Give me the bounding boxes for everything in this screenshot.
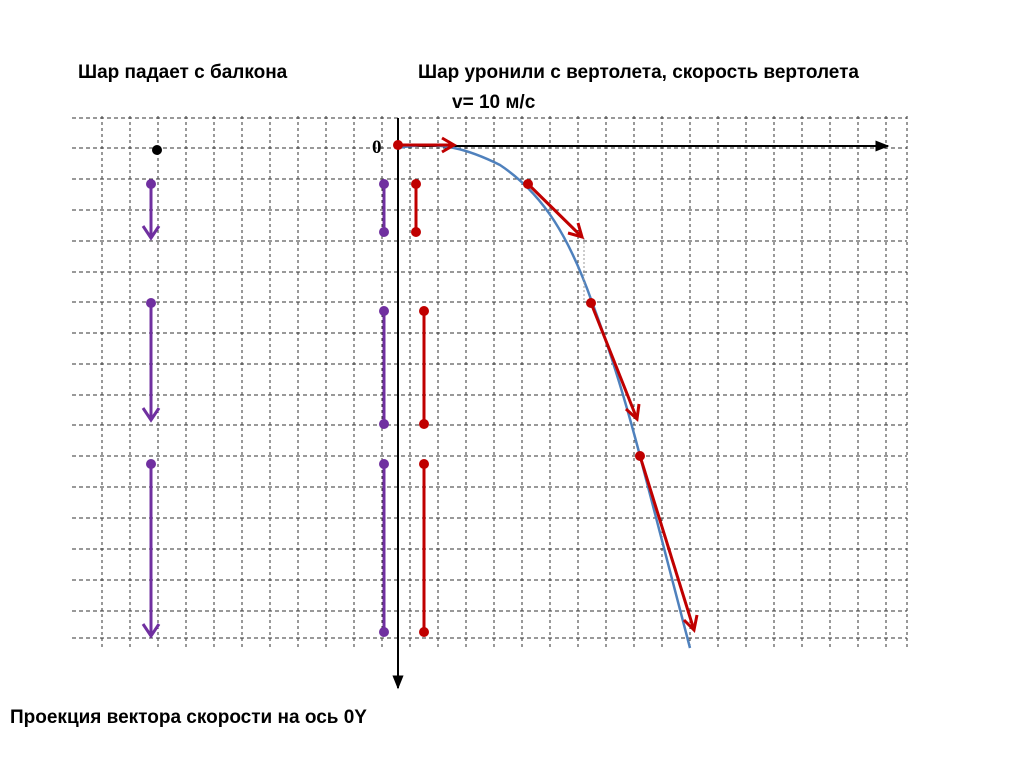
purple-projection-3-bottom xyxy=(379,627,389,637)
red-projection-1-bottom xyxy=(411,227,421,237)
axes: 0 xyxy=(372,118,890,690)
red-projection-2-top xyxy=(419,306,429,316)
projection-caption: Проекция вектора скорости на ось 0Y xyxy=(10,707,367,728)
balcony-vector-3-dot xyxy=(146,459,156,469)
purple-projection-1-bottom xyxy=(379,227,389,237)
balcony-start-dot xyxy=(152,145,162,155)
heli-vector-3-arrowhead xyxy=(682,614,699,634)
heli-vector-3 xyxy=(638,455,696,631)
red-projection-3-top xyxy=(419,459,429,469)
balcony-vector-1-dot xyxy=(146,179,156,189)
heli-vector-2-dot xyxy=(586,298,596,308)
heli-vector-0-arrowhead xyxy=(441,136,457,154)
balcony-vector-2-dot xyxy=(146,298,156,308)
heli-vector-1-dot xyxy=(523,179,533,189)
heli-vector-2 xyxy=(589,302,639,420)
red-projection-1-top xyxy=(411,179,421,189)
purple-projection-2-bottom xyxy=(379,419,389,429)
purple-projection-3-top xyxy=(379,459,389,469)
origin-label: 0 xyxy=(372,137,382,158)
balcony-vector-1-arrowhead xyxy=(141,225,161,241)
balcony-caption: Шар падает с балкона xyxy=(78,62,288,83)
heli-vector-0-dot xyxy=(393,140,403,150)
red-projection-3-bottom xyxy=(419,627,429,637)
helicopter-speed: v= 10 м/с xyxy=(452,92,536,113)
red-projections xyxy=(411,179,429,637)
balcony-vectors xyxy=(141,145,162,639)
helicopter-vectors xyxy=(393,136,699,634)
balcony-vector-2-arrowhead xyxy=(141,407,161,423)
helicopter-caption: Шар уронили с вертолета, скорость вертол… xyxy=(418,62,859,83)
purple-projection-2-top xyxy=(379,306,389,316)
heli-vector-1-arrowhead xyxy=(567,222,585,240)
heli-vector-1 xyxy=(526,182,584,239)
grid xyxy=(72,116,908,650)
red-projection-2-bottom xyxy=(419,419,429,429)
balcony-vector-3-arrowhead xyxy=(141,623,161,639)
trajectory-curve xyxy=(397,143,692,649)
purple-projections xyxy=(379,179,389,637)
heli-vector-2-arrowhead xyxy=(624,403,641,423)
purple-projection-1-top xyxy=(379,179,389,189)
heli-vector-3-dot xyxy=(635,451,645,461)
